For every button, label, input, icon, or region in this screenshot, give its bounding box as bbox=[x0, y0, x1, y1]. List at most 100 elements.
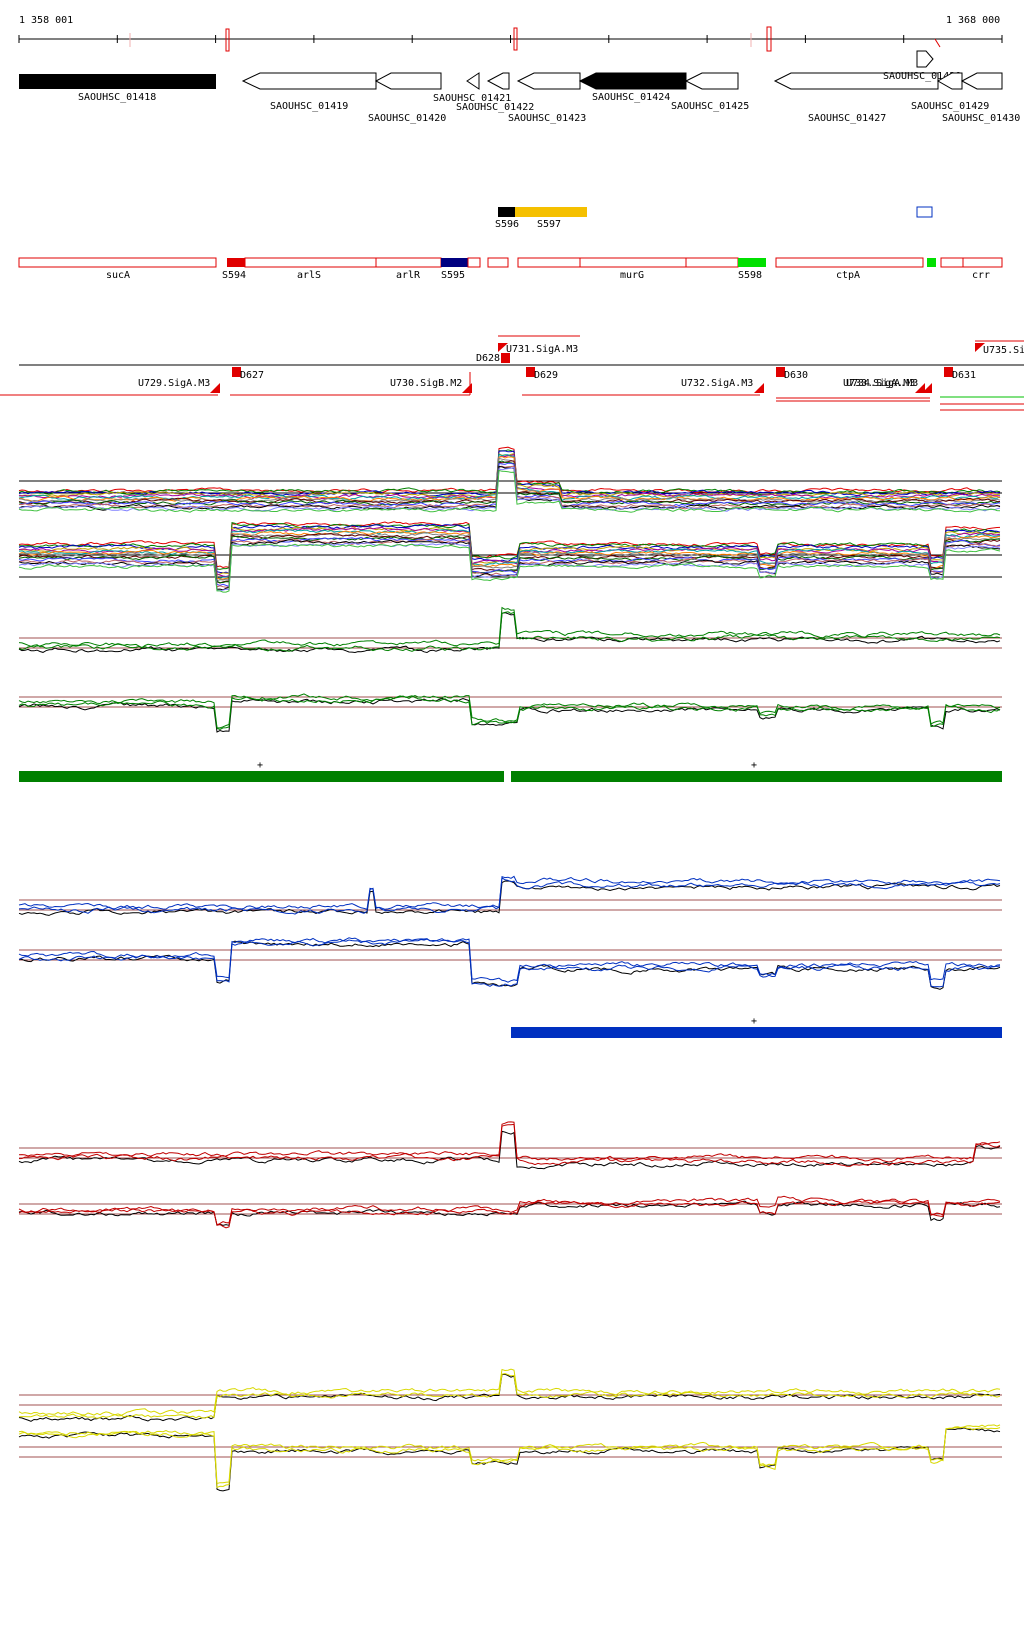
transcript-label-u731: U731.SigA.M3 bbox=[506, 344, 578, 355]
strand-mark: + bbox=[751, 1016, 757, 1027]
ruler-marker bbox=[513, 27, 518, 51]
segment-bar-empty[interactable] bbox=[916, 206, 933, 218]
condition-trace-top bbox=[18, 1372, 1001, 1419]
transcript-label-d629: D629 bbox=[534, 370, 558, 381]
feature-box-ctpA[interactable] bbox=[775, 257, 924, 268]
wildtype-trace-top bbox=[18, 612, 1001, 654]
feature-box[interactable] bbox=[685, 257, 739, 268]
feature-box-small[interactable] bbox=[487, 257, 509, 268]
strand-bar-blue bbox=[511, 1027, 1002, 1038]
feature-box-s594[interactable] bbox=[227, 258, 245, 267]
transcript-label-u729: U729.SigA.M3 bbox=[138, 378, 210, 389]
condition-trace-top bbox=[18, 875, 1001, 910]
transcript-label-d628: D628 bbox=[476, 353, 500, 364]
condition-trace-top bbox=[18, 457, 1001, 504]
condition-trace-bottom bbox=[18, 1199, 1001, 1229]
condition-trace-top bbox=[18, 606, 1001, 649]
gene-label-01424: SAOUHSC_01424 bbox=[592, 92, 670, 103]
condition-trace-bottom bbox=[18, 530, 1001, 580]
gene-label-01428: SAOUHSC_01428 bbox=[883, 71, 961, 82]
gene-arrow-01420[interactable] bbox=[374, 72, 442, 90]
promoter-flag bbox=[462, 383, 472, 393]
condition-trace-bottom bbox=[19, 521, 1000, 570]
gene-label-01427: SAOUHSC_01427 bbox=[808, 113, 886, 124]
ruler-marker bbox=[766, 26, 772, 52]
feature-label-s594: S594 bbox=[222, 270, 246, 281]
condition-trace-bottom bbox=[18, 693, 1001, 729]
wildtype-trace-bottom bbox=[18, 1200, 1001, 1226]
condition-trace-top bbox=[18, 466, 1001, 512]
condition-trace-top bbox=[18, 469, 1001, 513]
feature-track: sucA S594 arlS arlR S595 murG S598 ctpA … bbox=[18, 257, 1003, 281]
wildtype-trace-top bbox=[18, 1373, 1001, 1422]
wildtype-trace-top bbox=[18, 1130, 1001, 1170]
segment-bar-s597[interactable] bbox=[515, 207, 587, 217]
condition-trace-bottom bbox=[18, 535, 1001, 584]
promoter-flag bbox=[915, 383, 925, 393]
transcript-label-d631: D631 bbox=[952, 370, 976, 381]
feature-box-small[interactable] bbox=[467, 257, 481, 268]
feature-label-s595: S595 bbox=[441, 270, 465, 281]
gene-arrow-01430[interactable] bbox=[960, 72, 1003, 90]
feature-box-green[interactable] bbox=[927, 258, 936, 267]
condition-trace-bottom bbox=[18, 521, 1001, 569]
feature-label-ctpA: ctpA bbox=[836, 270, 860, 281]
wildtype-trace-bottom bbox=[18, 697, 1001, 733]
segment-label-s596: S596 bbox=[495, 219, 519, 230]
segment-bar-s596[interactable] bbox=[498, 207, 515, 217]
expression-panel-yellow bbox=[18, 1368, 1002, 1492]
feature-box-s595[interactable] bbox=[441, 258, 468, 267]
transcript-label-u733: U733.SigA.M3 bbox=[843, 378, 915, 389]
gene-arrow-01421[interactable] bbox=[466, 72, 480, 90]
wildtype-trace-bottom bbox=[18, 1427, 1001, 1492]
gene-label-01430: SAOUHSC_01430 bbox=[942, 113, 1020, 124]
transcript-label-u730: U730.SigB.M2 bbox=[390, 378, 462, 389]
feature-box-s598[interactable] bbox=[738, 258, 766, 267]
condition-trace-bottom bbox=[18, 1195, 1001, 1226]
feature-box-crr[interactable] bbox=[962, 257, 1003, 268]
feature-box-sucA[interactable] bbox=[18, 257, 217, 268]
feature-box-arlS[interactable] bbox=[244, 257, 377, 268]
terminator-d630[interactable] bbox=[776, 367, 785, 377]
expression-panel-green: + + bbox=[18, 606, 1002, 782]
start-coordinate: 1 358 001 bbox=[19, 15, 73, 26]
gene-arrow-01422[interactable] bbox=[486, 72, 510, 90]
feature-box[interactable] bbox=[940, 257, 964, 268]
promoter-flag bbox=[922, 383, 932, 393]
terminator-d628[interactable] bbox=[501, 353, 510, 363]
feature-label-arlR: arlR bbox=[396, 270, 421, 281]
terminator-d631[interactable] bbox=[944, 367, 953, 377]
feature-box-arlR[interactable] bbox=[375, 257, 442, 268]
expression-panel-red bbox=[18, 1121, 1002, 1229]
segment-track: S596 S597 bbox=[495, 206, 933, 230]
segment-label-s597: S597 bbox=[537, 219, 561, 230]
gene-arrow-01425[interactable] bbox=[684, 72, 739, 90]
transcript-label-d630: D630 bbox=[784, 370, 808, 381]
end-coordinate: 1 368 000 bbox=[946, 15, 1000, 26]
ruler-marker bbox=[225, 28, 230, 52]
condition-trace-bottom bbox=[18, 1424, 1001, 1485]
gene-label-01423: SAOUHSC_01423 bbox=[508, 113, 586, 124]
feature-box-murG[interactable] bbox=[579, 257, 687, 268]
gene-arrow-01428[interactable] bbox=[916, 50, 934, 68]
gene-arrow-01418[interactable] bbox=[19, 74, 216, 89]
condition-trace-top bbox=[18, 460, 1001, 505]
promoter-flag bbox=[754, 383, 764, 393]
condition-trace-bottom bbox=[18, 543, 1001, 593]
condition-trace-bottom bbox=[18, 695, 1001, 731]
feature-box[interactable] bbox=[517, 257, 581, 268]
condition-trace-top bbox=[18, 450, 1001, 497]
gene-arrow-01423[interactable] bbox=[516, 72, 581, 90]
transcript-label-u734: U734.SigA.M3 bbox=[846, 378, 918, 389]
gene-label-01429: SAOUHSC_01429 bbox=[911, 101, 989, 112]
strand-mark: + bbox=[257, 760, 263, 771]
gene-arrow-01419[interactable] bbox=[241, 72, 377, 90]
feature-label-murG: murG bbox=[620, 270, 644, 281]
terminator-d627[interactable] bbox=[232, 367, 241, 377]
promoter-flag bbox=[498, 343, 508, 352]
terminator-d629[interactable] bbox=[526, 367, 535, 377]
gene-arrow-01424[interactable] bbox=[578, 72, 687, 90]
gene-label-01421: SAOUHSC_01421 bbox=[433, 93, 511, 104]
